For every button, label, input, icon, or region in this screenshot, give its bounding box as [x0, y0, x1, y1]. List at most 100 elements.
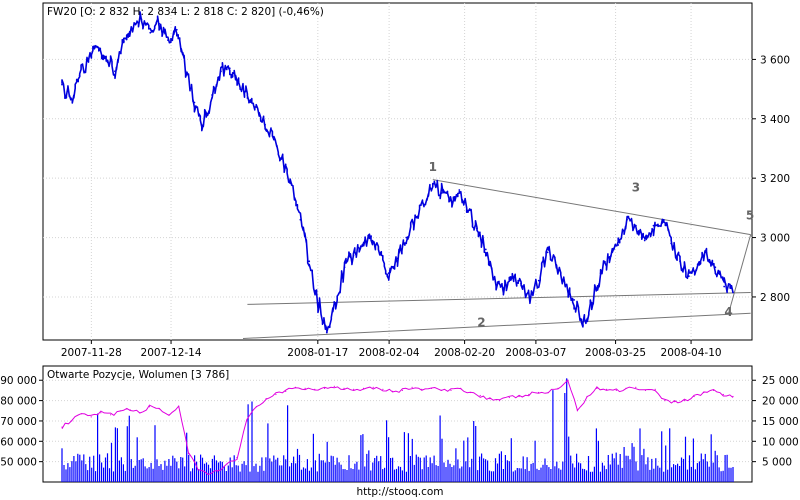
price-x-tick-label: 2008-02-04 — [359, 347, 420, 359]
price-point — [652, 224, 655, 227]
open-interest-point — [732, 395, 734, 398]
open-interest-point — [119, 410, 121, 412]
price-point — [175, 28, 178, 31]
price-point — [440, 192, 443, 194]
price-point — [458, 189, 461, 191]
price-point — [573, 299, 575, 301]
open-interest-point — [674, 401, 676, 403]
price-point — [423, 204, 425, 206]
price-point — [352, 254, 355, 257]
open-interest-line — [61, 379, 734, 476]
open-interest-point — [508, 396, 510, 399]
open-interest-point — [713, 389, 715, 391]
price-point — [308, 260, 311, 263]
price-y-tick-label: 3 400 — [760, 114, 790, 126]
open-interest-point — [450, 389, 452, 391]
price-point — [396, 257, 399, 260]
price-point — [493, 278, 496, 281]
open-interest-point — [90, 416, 92, 418]
trend-line-wave-4-5 — [728, 234, 752, 314]
open-interest-point — [537, 391, 540, 394]
open-interest-point — [557, 387, 559, 389]
price-point — [643, 239, 646, 242]
open-interest-tick-label: 60 000 — [0, 436, 37, 448]
open-interest-point — [693, 395, 695, 398]
footer-url[interactable]: http://stooq.com — [356, 486, 443, 498]
open-interest-point — [207, 473, 209, 475]
open-interest-tick-label: 90 000 — [0, 375, 37, 387]
price-point — [661, 218, 664, 221]
open-interest-point — [430, 387, 433, 389]
open-interest-point — [576, 410, 579, 412]
trend-lines — [242, 179, 752, 340]
volume-tick-label: 10 000 — [762, 436, 799, 448]
price-point — [599, 272, 602, 275]
price-point — [537, 279, 540, 282]
price-point — [634, 224, 637, 227]
price-point — [299, 218, 302, 221]
trend-line-upper — [432, 179, 751, 236]
open-interest-point — [129, 409, 131, 411]
price-point — [520, 282, 523, 285]
price-plot-area — [42, 2, 753, 341]
price-line — [61, 11, 734, 333]
open-interest-path — [61, 379, 734, 476]
open-interest-point — [479, 394, 481, 397]
price-x-tick-label: 2007-11-28 — [61, 347, 122, 359]
price-point — [529, 296, 531, 298]
open-interest-point — [499, 400, 501, 402]
open-interest-point — [440, 389, 442, 391]
open-interest-point — [460, 387, 462, 389]
volume-grid — [43, 379, 752, 463]
open-interest-point — [343, 387, 345, 389]
price-y-tick-label: 3 600 — [760, 54, 790, 66]
price-point — [714, 266, 717, 269]
price-point — [343, 266, 346, 269]
price-x-tick-label: 2008-04-10 — [661, 347, 722, 359]
price-point — [608, 255, 611, 258]
open-interest-point — [265, 398, 267, 400]
price-point — [158, 22, 161, 25]
open-interest-point — [722, 393, 724, 396]
price-point — [317, 301, 319, 304]
open-interest-point — [100, 412, 102, 414]
price-point — [626, 218, 628, 221]
open-interest-point — [362, 387, 365, 389]
open-interest-point — [615, 389, 617, 391]
open-interest-point — [178, 406, 180, 408]
price-point — [255, 106, 258, 108]
open-interest-point — [333, 385, 335, 387]
price-x-tick-label: 2008-01-17 — [287, 347, 348, 359]
open-interest-point — [606, 388, 608, 390]
price-x-tick-label: 2008-03-25 — [585, 347, 646, 359]
price-point — [387, 272, 390, 275]
open-interest-point — [401, 389, 403, 391]
wave-label: 3 — [632, 181, 640, 195]
volume-tick-label: 25 000 — [762, 375, 799, 387]
open-interest-point — [664, 400, 666, 402]
open-interest-point — [586, 395, 588, 398]
volume-panel: 50 000 60 000 70 000 80 000 90 000 5 000 10 0… — [0, 365, 799, 483]
price-point — [87, 58, 90, 61]
wave-label: 4 — [724, 305, 732, 319]
price-y-axis: 2 800 3 000 3 200 3 400 3 600 — [752, 54, 790, 304]
price-point — [167, 39, 169, 42]
open-interest-point — [353, 388, 355, 390]
open-interest-point — [625, 387, 627, 389]
price-point — [679, 260, 681, 263]
price-point — [228, 67, 231, 70]
price-point — [705, 251, 708, 254]
open-interest-tick-label: 80 000 — [0, 396, 37, 408]
price-point — [405, 236, 408, 239]
price-point — [590, 301, 593, 304]
trend-line-lower-b — [247, 291, 751, 305]
open-interest-point — [246, 420, 248, 422]
open-interest-tick-label: 70 000 — [0, 416, 37, 428]
open-interest-point — [294, 386, 296, 388]
volume-bars — [61, 378, 734, 482]
price-point — [105, 59, 108, 62]
open-interest-point — [596, 387, 598, 389]
volume-tick-label: 5 000 — [762, 457, 792, 469]
price-point — [61, 83, 63, 86]
